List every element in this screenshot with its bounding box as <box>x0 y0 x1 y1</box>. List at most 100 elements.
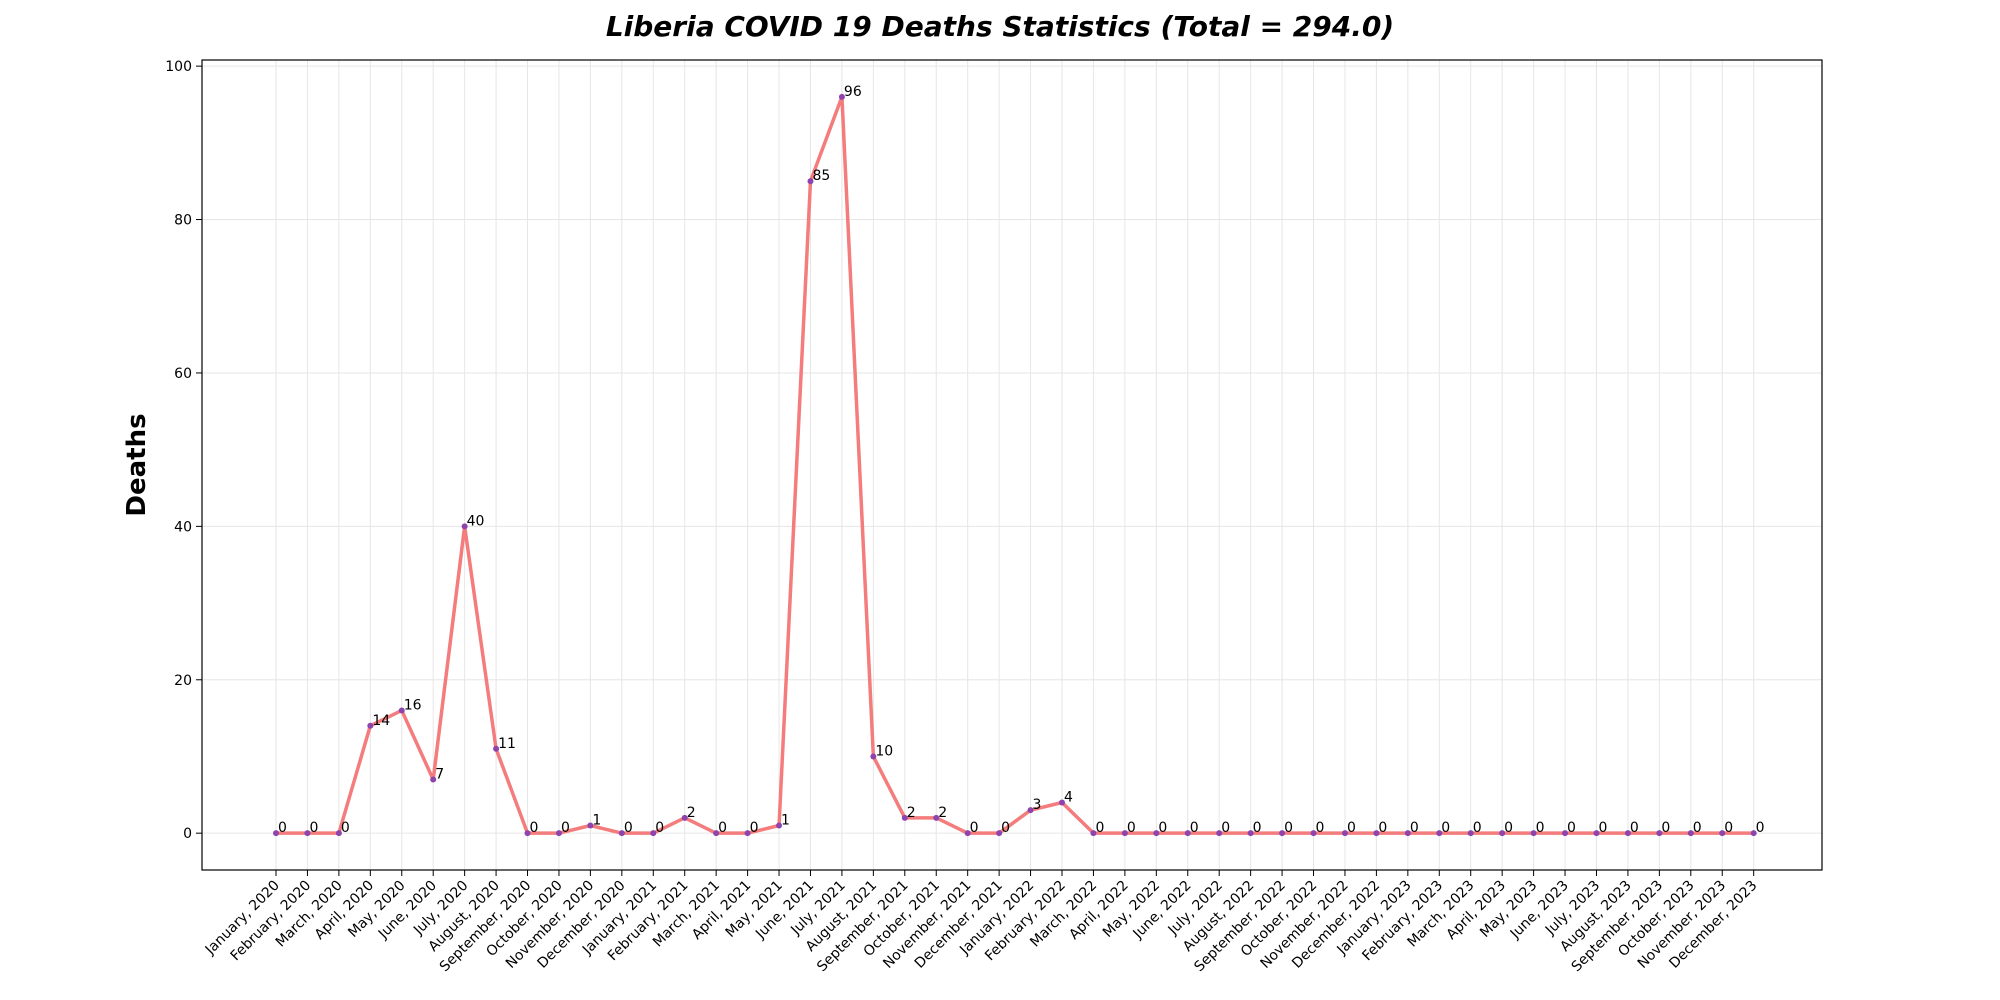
series-line <box>274 95 1756 835</box>
data-point <box>1216 830 1223 837</box>
data-point <box>273 830 279 837</box>
data-markers <box>273 93 1757 837</box>
data-point <box>1184 830 1191 837</box>
data-point <box>1121 830 1128 837</box>
data-point <box>1562 830 1569 837</box>
data-point <box>1530 830 1537 837</box>
data-label: 0 <box>561 820 570 836</box>
data-point <box>1656 830 1663 837</box>
data-label: 0 <box>655 820 664 836</box>
data-point <box>713 830 720 837</box>
data-label: 96 <box>844 84 862 100</box>
data-point <box>618 830 625 837</box>
data-point <box>1624 830 1631 837</box>
data-point <box>304 830 311 837</box>
data-label: 0 <box>1630 820 1639 836</box>
series-deaths <box>274 95 1756 835</box>
data-label: 2 <box>687 805 696 821</box>
data-label: 85 <box>812 168 830 184</box>
data-label: 0 <box>341 820 350 836</box>
data-label: 40 <box>467 513 485 529</box>
data-point <box>1059 799 1065 806</box>
data-point <box>430 776 437 783</box>
data-label: 0 <box>1410 820 1419 836</box>
data-label: 10 <box>875 743 893 759</box>
data-label: 0 <box>1756 820 1765 836</box>
data-point <box>776 822 783 829</box>
data-point <box>1404 830 1411 837</box>
data-point <box>587 822 594 829</box>
y-tick-label: 0 <box>183 826 192 842</box>
data-label: 0 <box>1253 820 1262 836</box>
data-label: 0 <box>970 820 979 836</box>
data-label: 0 <box>530 820 539 836</box>
data-point <box>870 753 877 760</box>
data-label: 0 <box>1567 820 1576 836</box>
data-point <box>1593 830 1600 837</box>
data-label: 0 <box>278 820 287 836</box>
data-point <box>1310 830 1317 837</box>
data-label: 0 <box>750 820 759 836</box>
data-label: 0 <box>718 820 727 836</box>
data-point <box>367 722 374 729</box>
data-label: 0 <box>1693 820 1702 836</box>
data-point <box>681 814 688 821</box>
data-point <box>524 830 531 837</box>
data-point <box>1279 830 1286 837</box>
data-point <box>461 523 468 530</box>
data-point <box>1499 830 1506 837</box>
data-label: 0 <box>1190 820 1199 836</box>
data-label: 0 <box>1504 820 1513 836</box>
data-label: 0 <box>1316 820 1325 836</box>
data-label: 0 <box>1221 820 1230 836</box>
data-point <box>1436 830 1443 837</box>
data-label: 1 <box>781 813 790 829</box>
data-label: 0 <box>1127 820 1136 836</box>
data-point <box>807 178 814 185</box>
data-point <box>1467 830 1474 837</box>
data-point <box>1090 830 1097 837</box>
data-label: 2 <box>938 805 947 821</box>
data-point <box>1373 830 1380 837</box>
data-label: 7 <box>435 766 444 782</box>
data-label: 0 <box>1661 820 1670 836</box>
data-point <box>555 830 562 837</box>
data-point <box>398 707 405 714</box>
data-label: 0 <box>624 820 633 836</box>
data-label: 0 <box>1001 820 1010 836</box>
data-point <box>1153 830 1160 837</box>
data-point <box>1687 830 1694 837</box>
data-label: 0 <box>1347 820 1356 836</box>
data-label: 0 <box>1095 820 1104 836</box>
data-point <box>933 814 940 821</box>
data-label: 0 <box>309 820 318 836</box>
data-label: 0 <box>1724 820 1733 836</box>
data-label: 0 <box>1284 820 1293 836</box>
data-label: 0 <box>1473 820 1482 836</box>
y-tick-label: 100 <box>165 59 192 75</box>
data-point <box>996 830 1003 837</box>
data-label: 16 <box>404 697 422 713</box>
data-point <box>1719 830 1726 837</box>
y-tick-label: 80 <box>174 213 192 229</box>
y-axis: 0 20 40 60 80 100 <box>165 59 202 842</box>
data-label: 0 <box>1378 820 1387 836</box>
data-point <box>1247 830 1254 837</box>
data-point <box>1341 830 1348 837</box>
data-point <box>744 830 751 837</box>
data-label: 11 <box>498 736 516 752</box>
data-label: 0 <box>1536 820 1545 836</box>
data-point <box>901 814 908 821</box>
data-label: 4 <box>1064 790 1073 806</box>
data-label: 2 <box>907 805 916 821</box>
data-label: 14 <box>372 713 390 729</box>
plot-area <box>201 59 1823 871</box>
data-point <box>335 830 342 837</box>
data-label: 0 <box>1158 820 1167 836</box>
y-tick-label: 40 <box>174 519 192 535</box>
data-point <box>964 830 971 837</box>
data-point <box>1750 830 1757 837</box>
